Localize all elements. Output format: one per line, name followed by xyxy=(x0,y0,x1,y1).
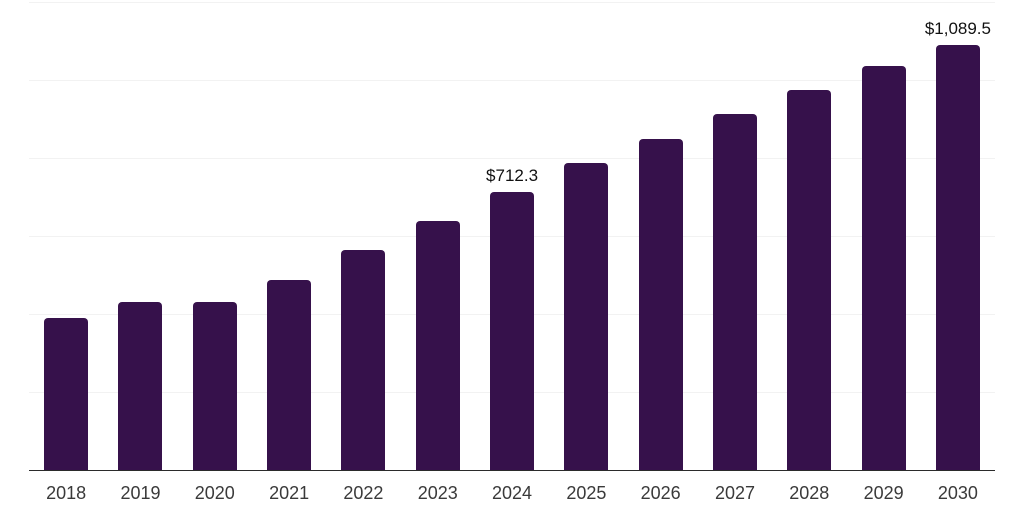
bar-2023 xyxy=(415,220,460,470)
x-tick-label-2029: 2029 xyxy=(863,483,904,503)
data-label-2024: $712.3 xyxy=(486,166,539,186)
x-tick-label-2018: 2018 xyxy=(46,483,87,503)
x-tick-label-2023: 2023 xyxy=(417,483,458,503)
x-tick-label-2028: 2028 xyxy=(789,483,830,503)
x-tick-label-2022: 2022 xyxy=(343,483,384,503)
bar-2021 xyxy=(267,279,312,470)
x-tick-label-2021: 2021 xyxy=(269,483,310,503)
bar-2022 xyxy=(341,250,386,470)
bar-column-2028 xyxy=(772,2,846,470)
bar-column-2026 xyxy=(624,2,698,470)
bar-column-2022 xyxy=(326,2,400,470)
bar-2030 xyxy=(935,45,980,470)
x-tick-label-2027: 2027 xyxy=(714,483,755,503)
bar-2027 xyxy=(712,113,757,470)
data-label-2030: $1,089.5 xyxy=(924,19,991,39)
bar-column-2021 xyxy=(252,2,326,470)
x-tick-label-2024: 2024 xyxy=(492,483,533,503)
plot-area: $712.3 $1,089.5 xyxy=(29,2,995,471)
x-tick-label-2026: 2026 xyxy=(640,483,681,503)
x-axis-labels: 2018 2019 2020 2021 2022 2023 2024 2025 2026 2027… xyxy=(29,484,995,502)
bar-2019 xyxy=(118,302,163,470)
x-tick-label-2019: 2019 xyxy=(120,483,161,503)
bar-2029 xyxy=(861,66,906,470)
bar-2020 xyxy=(192,301,237,470)
bar-column-2023 xyxy=(401,2,475,470)
bar-column-2018 xyxy=(29,2,103,470)
x-tick-label-2020: 2020 xyxy=(194,483,235,503)
bar-2018 xyxy=(44,318,89,470)
bar-column-2027 xyxy=(698,2,772,470)
bars-container: $712.3 $1,089.5 xyxy=(29,2,995,470)
bar-2026 xyxy=(638,138,683,470)
bar-column-2030: $1,089.5 xyxy=(921,2,995,470)
bar-column-2029 xyxy=(846,2,920,470)
bar-2028 xyxy=(787,89,832,470)
bar-2025 xyxy=(564,163,609,470)
x-tick-label-2025: 2025 xyxy=(566,483,607,503)
bar-column-2024: $712.3 xyxy=(475,2,549,470)
bar-2024 xyxy=(490,192,535,470)
bar-column-2025 xyxy=(549,2,623,470)
bar-column-2019 xyxy=(103,2,177,470)
bar-column-2020 xyxy=(178,2,252,470)
x-tick-label-2030: 2030 xyxy=(937,483,978,503)
